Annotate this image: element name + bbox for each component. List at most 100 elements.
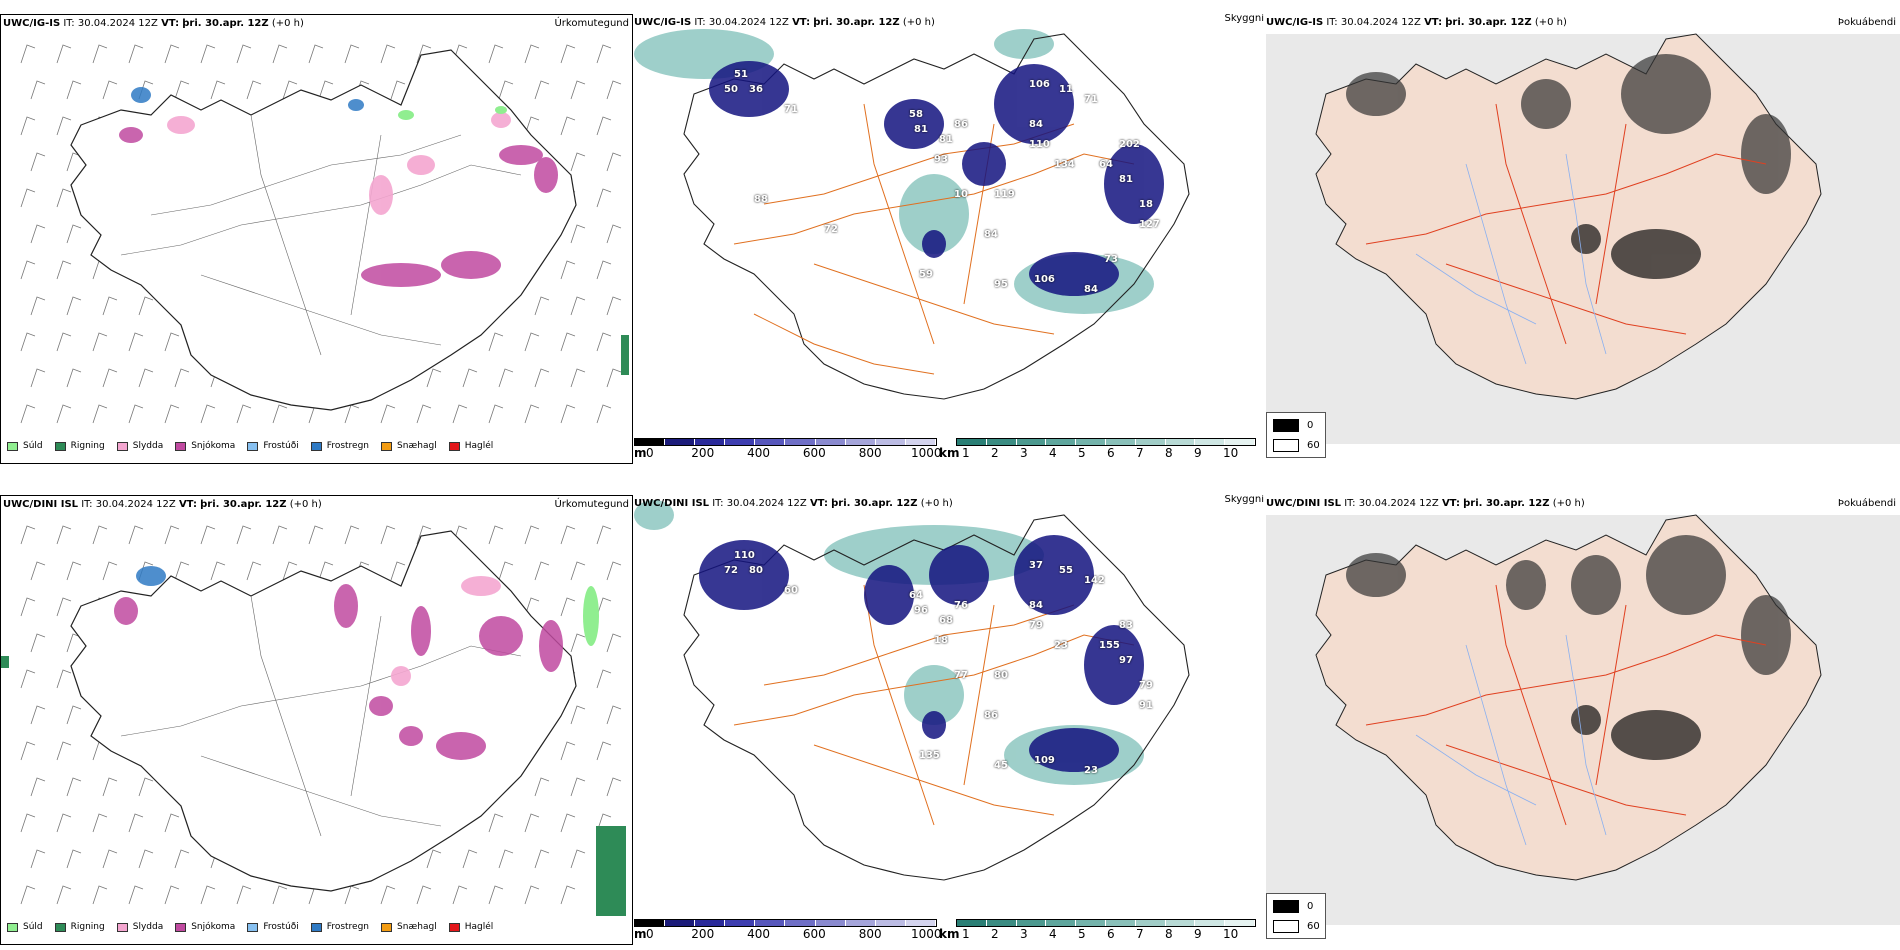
wind-barb [174, 368, 190, 388]
wind-barb [174, 561, 190, 581]
wind-barb [318, 561, 334, 581]
precip-map-bottom [1, 525, 626, 916]
wind-barb [200, 44, 216, 64]
cloud-base-value: 23 [1054, 640, 1068, 651]
wind-barb [462, 368, 478, 388]
wind-barb [570, 561, 586, 581]
wind-barb [236, 525, 252, 545]
panel-header: UWC/IG-IS IT: 30.04.2024 12Z VT: þri. 30… [1266, 17, 1567, 28]
legend-swatch [7, 441, 18, 451]
cloud-visibility-map-top [634, 29, 1190, 400]
wind-barb [56, 669, 72, 689]
wind-barb [138, 296, 154, 316]
legend-label: Haglél [464, 922, 494, 932]
road-network [1365, 584, 1767, 826]
wind-barb [596, 404, 612, 424]
precip-map-top [20, 44, 629, 424]
wind-barb [272, 404, 288, 424]
visibility-tick-label: 3 [1020, 446, 1028, 460]
wind-barb [524, 885, 540, 905]
legend-item: Snæhagl [381, 441, 437, 451]
wind-barb [20, 116, 36, 136]
panel-header: UWC/IG-IS IT: 30.04.2024 12Z VT: þri. 30… [634, 17, 935, 28]
wind-barb [560, 116, 576, 136]
colorbar-segment [1195, 920, 1226, 926]
iceland-coastline [683, 514, 1190, 881]
cloud-base-value: 71 [784, 104, 798, 115]
cloud-base-areas [699, 535, 1144, 772]
colorbar-segment [815, 920, 846, 926]
cloud-base-tick-label: 200 [691, 927, 715, 941]
precip-type-title: Úrkomutegund [554, 18, 629, 29]
wind-barb [344, 44, 360, 64]
cloud-base-unit: m [634, 927, 647, 941]
wind-barb [66, 777, 82, 797]
colorbar-segment [785, 920, 816, 926]
wind-barb [606, 633, 622, 653]
wind-barb [308, 525, 324, 545]
cloud-base-value: 134 [1054, 159, 1075, 170]
freezing-rain-areas [136, 566, 166, 586]
wind-barb [570, 296, 586, 316]
cloud-base-value: 93 [934, 154, 948, 165]
iceland-land [1315, 33, 1822, 400]
visibility-tick-label: 1 [962, 927, 970, 941]
wind-barb [416, 885, 432, 905]
colorbar-segment [905, 439, 936, 445]
wind-barb [138, 849, 154, 869]
cloud-base-areas [709, 61, 1164, 296]
wind-barb [606, 224, 622, 244]
precip-type-panel-top: UWC/IG-IS IT: 30.04.2024 12Z VT: þri. 30… [0, 14, 633, 464]
legend-label: Rigning [70, 441, 105, 451]
wind-barb [102, 80, 118, 100]
cloud-base-colorbar [634, 438, 937, 446]
wind-barb [30, 368, 46, 388]
cloud-base-value: 84 [1084, 284, 1098, 295]
wind-barb [92, 525, 108, 545]
legend-label: Snæhagl [397, 922, 437, 932]
panel-header: UWC/DINI ISL IT: 30.04.2024 12Z VT: þri.… [1266, 498, 1585, 509]
wind-barb [498, 80, 514, 100]
legend-item: Rigning [54, 922, 105, 932]
wind-barb [596, 597, 612, 617]
wind-barb [308, 44, 324, 64]
legend-swatch [247, 922, 259, 932]
cloud-base-value: 10 [954, 189, 968, 200]
cloud-base-value: 23 [1084, 765, 1098, 776]
snow-areas [114, 584, 563, 760]
colorbar-segment [1135, 439, 1166, 445]
wind-barb [570, 849, 586, 869]
wind-barb [20, 525, 36, 545]
panel-header: UWC/DINI ISL IT: 30.04.2024 12Z VT: þri.… [634, 498, 953, 509]
wind-barb [200, 525, 216, 545]
fog-legend-item: 0 [1273, 419, 1313, 432]
wind-barb [570, 368, 586, 388]
cloud-base-value: 88 [754, 194, 768, 205]
visibility-title: Skyggni [1224, 14, 1264, 24]
visibility-tick-label: 6 [1107, 927, 1115, 941]
cloud-base-value: 106 [1034, 274, 1055, 285]
legend-swatch [7, 922, 18, 932]
wind-barb [426, 849, 442, 869]
wind-barb [524, 813, 540, 833]
rain-areas [621, 335, 629, 375]
wind-barb [570, 633, 586, 653]
wind-barb [560, 260, 576, 280]
colorbar-segment [875, 920, 906, 926]
wind-barb [488, 44, 504, 64]
colorbar-segment [1165, 439, 1196, 445]
wind-barb [20, 332, 36, 352]
colorbar-segment [845, 920, 876, 926]
wind-barb [56, 404, 72, 424]
wind-barb [344, 404, 360, 424]
wind-barb [102, 849, 118, 869]
wind-barb [570, 80, 586, 100]
cloud-base-tick-label: 1000 [911, 927, 942, 941]
visibility-colorbar [956, 919, 1256, 927]
precip-type-legend: Súld Rigning Slydda Snjókoma Frostúði Frostre… [7, 922, 505, 932]
cloud-base-value: 95 [994, 279, 1008, 290]
wind-barb [606, 705, 622, 725]
cloud-base-value: 81 [914, 124, 928, 135]
wind-barb [606, 296, 622, 316]
cloud-base-tick-label: 200 [691, 446, 715, 460]
